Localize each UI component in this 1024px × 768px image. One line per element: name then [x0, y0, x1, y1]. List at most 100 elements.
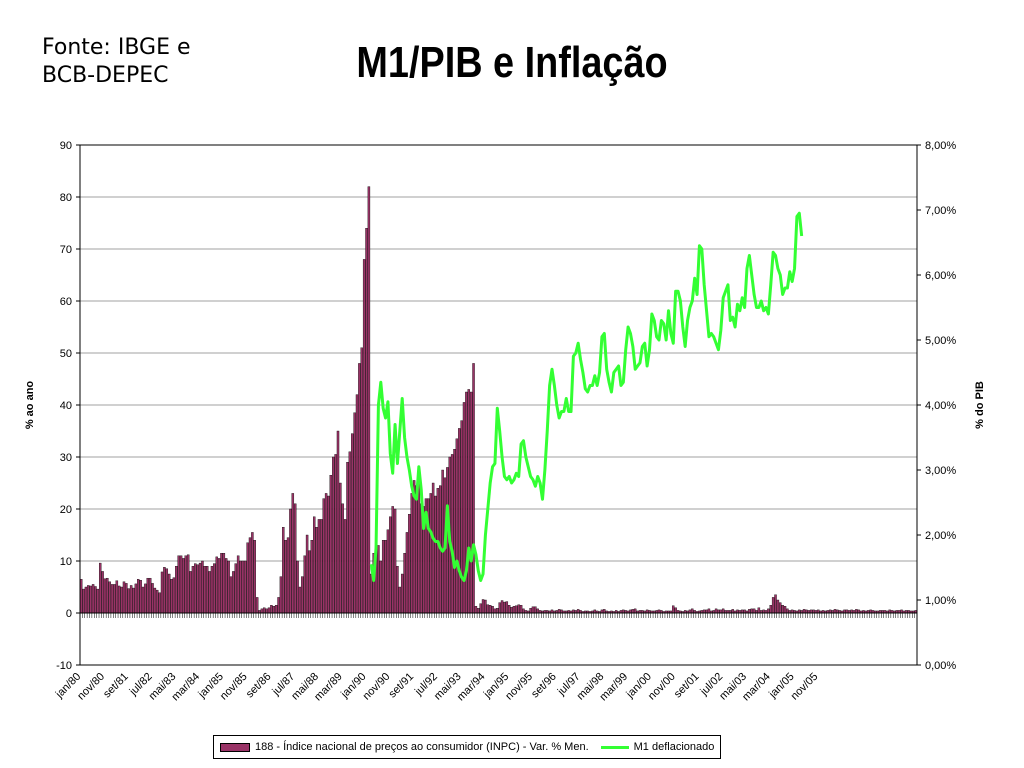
inpc-bar [208, 571, 211, 614]
inpc-bar [203, 566, 207, 614]
inpc-bar [415, 485, 418, 614]
right-tick-label: 2,00% [925, 530, 956, 542]
inpc-bar [118, 585, 121, 614]
inpc-bar [348, 451, 352, 614]
inpc-bar [298, 586, 302, 614]
inpc-bar [410, 493, 413, 614]
inpc-bar [96, 588, 100, 614]
legend-label-inpc: 188 - Índice nacional de preços ao consu… [255, 741, 589, 753]
inpc-bar [248, 537, 252, 614]
source-line-1: Fonte: IBGE e [42, 35, 191, 60]
inpc-bar [196, 564, 199, 614]
inpc-bar [779, 602, 782, 614]
inpc-bar [474, 606, 478, 614]
left-tick-label: -10 [56, 660, 72, 672]
inpc-bar [774, 594, 777, 614]
inpc-bar [672, 605, 675, 614]
inpc-bar [455, 438, 459, 614]
inpc-bar [120, 586, 123, 614]
inpc-bar [460, 420, 463, 614]
inpc-bar [194, 563, 197, 614]
inpc-bar [507, 605, 511, 614]
inpc-bar [389, 516, 392, 614]
left-tick-label: 20 [60, 504, 72, 516]
inpc-bar [441, 469, 444, 614]
inpc-bar [98, 562, 102, 614]
inpc-bar [510, 607, 513, 614]
inpc-bar [436, 488, 440, 614]
inpc-bar [84, 586, 88, 614]
inpc-bar [94, 586, 97, 614]
inpc-bar [217, 558, 221, 614]
inpc-bar [274, 605, 278, 614]
inpc-bar [213, 563, 216, 614]
inpc-bar [251, 532, 254, 614]
inpc-bar [458, 428, 461, 614]
inpc-bar [279, 576, 283, 614]
inpc-bar [272, 606, 276, 614]
inpc-bar [153, 587, 157, 614]
inpc-bar [781, 605, 784, 614]
inpc-bar [467, 389, 470, 614]
inpc-bar [519, 605, 523, 614]
inpc-bar [481, 599, 485, 614]
plot-frame [79, 144, 918, 666]
inpc-bar [286, 537, 290, 614]
inpc-bar [339, 482, 342, 614]
right-tick-label: 7,00% [925, 205, 956, 217]
legend-swatch-m1 [600, 745, 629, 749]
right-tick-label: 5,00% [925, 335, 956, 347]
inpc-bar [91, 584, 95, 614]
inpc-bar [431, 482, 435, 614]
inpc-bar [315, 527, 318, 614]
left-tick-label: 10 [60, 556, 72, 568]
inpc-bar [317, 519, 321, 614]
inpc-bar [103, 578, 107, 614]
inpc-bar [222, 553, 226, 614]
inpc-bar [239, 560, 242, 614]
inpc-bar [229, 576, 233, 614]
legend-swatch-inpc [220, 742, 250, 752]
right-tick-label: 4,00% [925, 400, 956, 412]
inpc-bar [393, 508, 397, 614]
inpc-bar [855, 609, 858, 614]
inpc-bar [184, 555, 188, 614]
inpc-bar [522, 608, 525, 614]
chart-legend: 188 - Índice nacional de preços ao consu… [213, 735, 722, 759]
inpc-bar [486, 604, 490, 614]
inpc-bar [125, 583, 128, 614]
inpc-bar [362, 259, 366, 614]
inpc-bar [721, 608, 725, 614]
inpc-bar [170, 579, 173, 614]
inpc-bar [691, 608, 694, 614]
x-tick-label: set/96 [529, 671, 559, 701]
right-tick-label: 8,00% [925, 140, 956, 152]
inpc-bar [160, 571, 164, 614]
inpc-bar [253, 540, 256, 614]
left-tick-label: 80 [60, 192, 72, 204]
inpc-bar [132, 587, 135, 614]
inpc-bar [82, 588, 85, 614]
inpc-bar [833, 609, 837, 614]
right-tick-label: 1,00% [925, 595, 956, 607]
inpc-bar [327, 495, 330, 614]
inpc-bar [234, 563, 237, 614]
inpc-bar [802, 609, 806, 614]
inpc-bar [167, 573, 171, 614]
inpc-bar [179, 555, 183, 614]
inpc-bar [332, 456, 335, 614]
inpc-bar [163, 567, 166, 614]
inpc-bar [377, 545, 380, 614]
inpc-bar [148, 577, 152, 614]
inpc-bar [110, 584, 114, 614]
x-tick-label: set/81 [101, 671, 131, 701]
inpc-bar [434, 495, 437, 614]
inpc-bar [752, 608, 756, 614]
inpc-bar [265, 608, 268, 614]
inpc-bar [786, 608, 789, 614]
inpc-bar [296, 560, 299, 614]
inpc-bar [346, 462, 349, 614]
inpc-bar [308, 550, 311, 614]
inpc-bar [491, 606, 494, 614]
inpc-bar [122, 581, 126, 614]
